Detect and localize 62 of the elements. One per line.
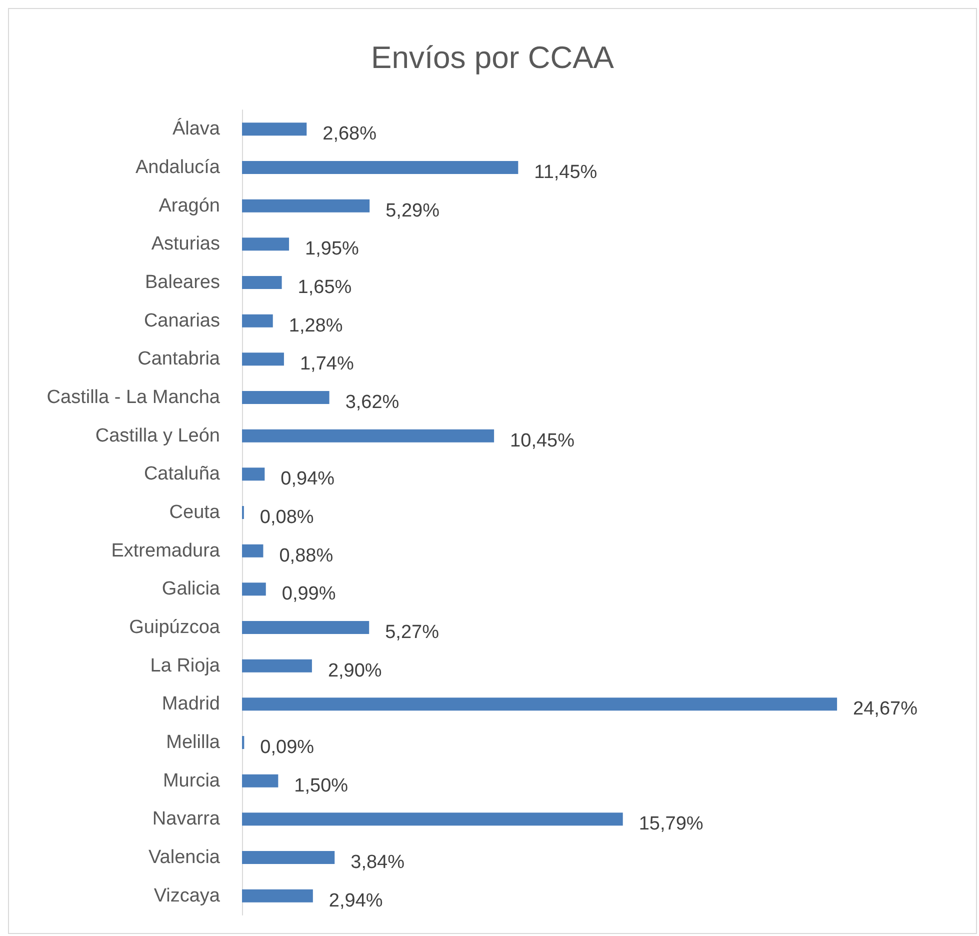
data-label: 2,68% — [322, 124, 377, 145]
data-label: 10,45% — [510, 430, 575, 452]
bar — [242, 122, 307, 136]
data-label: 0,88% — [279, 545, 334, 566]
y-tick-label: Cataluña — [144, 464, 220, 485]
y-tick-label: Canarias — [144, 310, 220, 332]
y-tick-label: Aragón — [158, 195, 220, 216]
data-label: 5,29% — [386, 200, 440, 222]
data-label: 3,62% — [345, 392, 400, 413]
y-tick-label: Baleares — [145, 272, 220, 293]
bar — [242, 161, 518, 174]
data-label: 24,67% — [853, 698, 918, 720]
bar — [242, 314, 273, 328]
y-tick-label: La Rioja — [150, 655, 220, 676]
y-tick-label: Melilla — [166, 732, 220, 753]
y-tick-label: Cantabria — [138, 348, 220, 370]
bar — [242, 659, 312, 672]
data-label: 1,50% — [294, 775, 348, 796]
bar — [242, 429, 494, 442]
bar — [242, 238, 290, 251]
y-tick-label: Extremadura — [111, 540, 220, 562]
y-tick-label: Asturias — [151, 234, 220, 255]
y-tick-label: Guipúzcoa — [129, 617, 220, 638]
y-tick-label: Murcia — [162, 770, 220, 792]
y-tick-label: Galicia — [162, 578, 220, 600]
bar — [242, 621, 370, 634]
y-tick-label: Ceuta — [169, 502, 220, 523]
y-tick-label: Andalucía — [135, 157, 220, 178]
y-tick-label: Vizcaya — [154, 885, 220, 906]
data-label: 1,65% — [298, 277, 352, 298]
data-label: 0,94% — [280, 468, 335, 490]
chart-title: Envíos por CCAA — [371, 40, 614, 75]
bar — [242, 199, 370, 212]
y-tick-label: Madrid — [162, 694, 220, 715]
bar — [242, 774, 278, 788]
data-label: 1,95% — [305, 238, 360, 260]
y-tick-label: Castilla y León — [95, 425, 220, 446]
bar — [242, 544, 264, 558]
bar — [242, 812, 623, 826]
bar — [242, 582, 266, 596]
bar — [242, 391, 330, 404]
data-label: 3,84% — [350, 852, 405, 873]
bar — [242, 352, 284, 366]
data-label: 2,94% — [328, 890, 383, 912]
data-label: 5,27% — [385, 622, 440, 643]
bar — [242, 889, 313, 902]
bar — [242, 276, 282, 289]
bar — [242, 698, 838, 711]
data-label: 1,28% — [288, 315, 343, 336]
y-tick-label: Álava — [172, 118, 220, 140]
data-label: 11,45% — [534, 162, 598, 183]
y-tick-label: Navarra — [152, 808, 220, 830]
data-label: 0,99% — [282, 584, 336, 605]
bar — [242, 468, 265, 481]
data-label: 0,08% — [260, 507, 314, 528]
data-label: 2,90% — [328, 660, 382, 682]
data-label: 15,79% — [638, 814, 704, 835]
bar — [242, 851, 335, 864]
y-tick-label: Valencia — [148, 847, 220, 868]
data-label: 1,74% — [300, 354, 354, 375]
data-label: 0,09% — [260, 737, 314, 758]
y-tick-label: Castilla - La Mancha — [46, 387, 220, 408]
